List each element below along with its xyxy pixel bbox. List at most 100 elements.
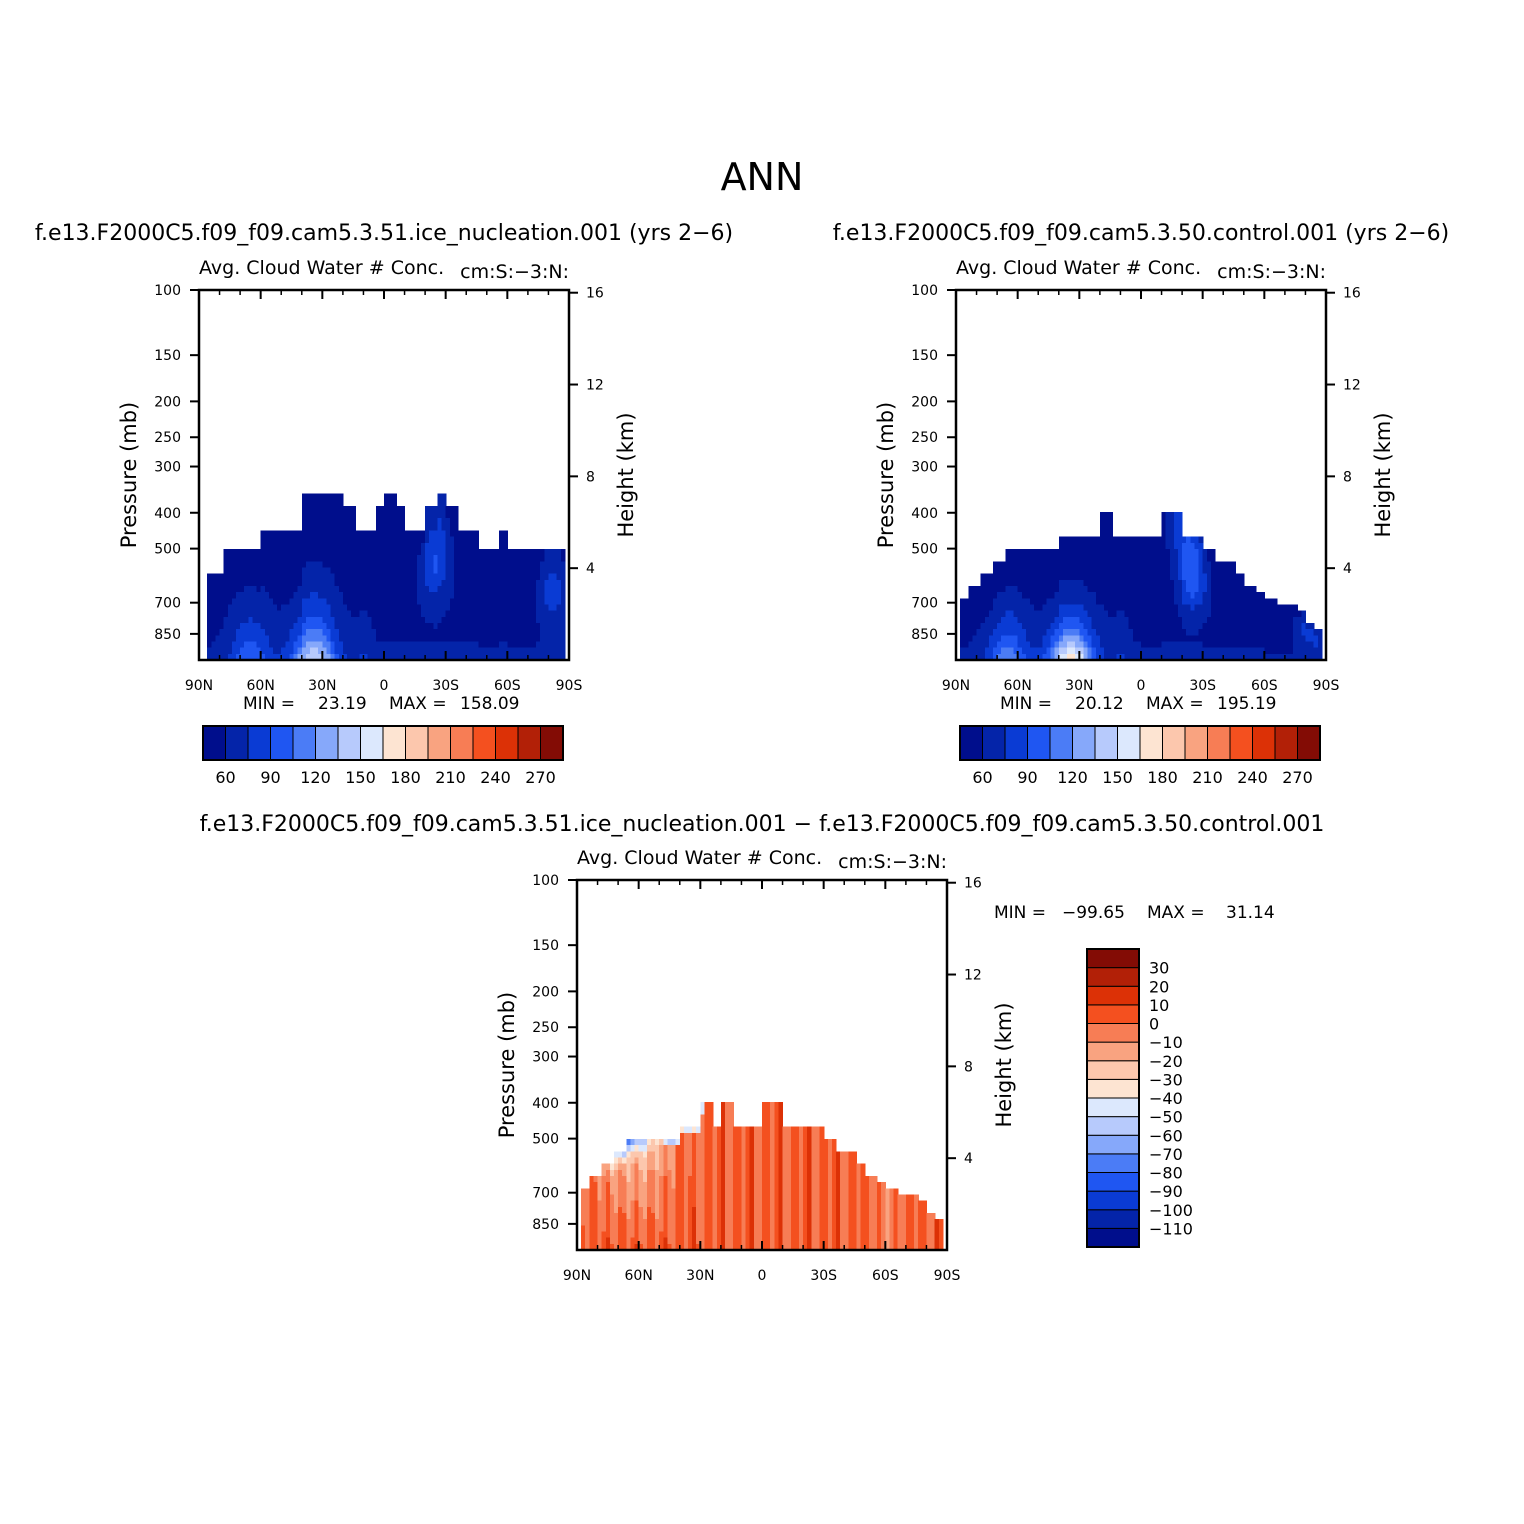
contour-cell (326, 573, 332, 581)
contour-cell (803, 1225, 808, 1233)
contour-cell (1005, 573, 1011, 581)
contour-cell (1186, 641, 1191, 649)
contour-cell (532, 604, 537, 612)
contour-cell (519, 616, 525, 624)
contour-cell (1194, 586, 1200, 593)
contour-cell (305, 555, 311, 562)
contour-cell (836, 1206, 841, 1214)
contour-cell (901, 1237, 907, 1245)
contour-cell (597, 1213, 603, 1220)
contour-cell (264, 530, 270, 538)
y-tick-label: 700 (911, 596, 938, 612)
contour-cell (827, 1237, 833, 1245)
contour-cell (638, 1151, 644, 1159)
contour-cell (745, 1219, 751, 1226)
contour-cell (605, 1200, 611, 1208)
contour-cell (868, 1206, 874, 1214)
contour-cell (400, 561, 406, 569)
contour-cell (1264, 623, 1270, 630)
contour-cell (1235, 579, 1241, 587)
contour-cell (527, 641, 533, 649)
contour-cell (1021, 573, 1027, 581)
contour-cell (355, 641, 360, 649)
contour-cell (314, 542, 319, 550)
contour-cell (831, 1169, 837, 1177)
contour-cell (310, 505, 315, 513)
contour-cell (630, 1225, 636, 1233)
contour-cell (1182, 647, 1187, 655)
contour-cell (593, 1225, 599, 1233)
contour-cell (836, 1243, 841, 1250)
contour-cell (708, 1157, 714, 1165)
contour-cell (515, 604, 521, 612)
contour-cell (786, 1169, 792, 1177)
contour-cell (474, 592, 480, 599)
contour-cell (223, 598, 229, 606)
contour-cell (1194, 542, 1200, 550)
y-tick-label: 500 (154, 542, 181, 558)
contour-cell (696, 1206, 701, 1214)
contour-cell (523, 635, 529, 643)
contour-cell (1116, 635, 1122, 643)
contour-cell (458, 573, 463, 581)
contour-cell (1071, 647, 1076, 655)
contour-cell (244, 549, 249, 556)
contour-cell (794, 1243, 800, 1250)
contour-cell (741, 1243, 747, 1250)
contour-cell (244, 567, 249, 575)
contour-cell (416, 653, 422, 660)
contour-cell (453, 616, 459, 624)
contour-cell (277, 586, 282, 593)
contour-cell (495, 561, 500, 569)
contour-cell (1301, 629, 1307, 636)
contour-cell (1071, 629, 1076, 636)
contour-cell (215, 647, 221, 655)
contour-cell (1227, 610, 1233, 618)
contour-cell (1112, 647, 1117, 655)
contour-cell (1112, 549, 1117, 556)
contour-cell (675, 1213, 681, 1220)
contour-cell (782, 1206, 788, 1214)
contour-cell (281, 555, 286, 562)
contour-cell (646, 1176, 652, 1183)
contour-cell (655, 1206, 660, 1214)
contour-cell (1067, 592, 1072, 599)
contour-cell (252, 623, 258, 630)
contour-cell (1210, 592, 1216, 599)
contour-cell (803, 1237, 808, 1245)
contour-cell (1108, 653, 1113, 660)
contour-cell (421, 592, 426, 599)
contour-cell (1260, 598, 1265, 606)
contour-cell (675, 1219, 681, 1226)
contour-cell (836, 1194, 841, 1202)
contour-cell (470, 604, 476, 612)
contour-cell (1161, 549, 1167, 556)
contour-cell (375, 653, 381, 660)
contour-cell (1058, 647, 1064, 655)
contour-cell (544, 641, 550, 649)
contour-cell (696, 1243, 701, 1250)
contour-cell (1219, 567, 1224, 575)
contour-cell (856, 1237, 862, 1245)
contour-cell (458, 647, 463, 655)
contour-cell (404, 623, 410, 630)
contour-cell (363, 561, 369, 569)
colorbar-swatch (1049, 725, 1073, 761)
contour-cell (1058, 641, 1064, 649)
contour-cell (1136, 610, 1142, 618)
contour-cell (1075, 561, 1080, 569)
contour-cell (470, 635, 476, 643)
contour-cell (593, 1188, 599, 1196)
contour-cell (474, 635, 480, 643)
contour-cell (310, 616, 315, 624)
contour-cell (240, 604, 245, 612)
contour-cell (1132, 579, 1138, 587)
contour-cell (449, 598, 455, 606)
contour-cell (1153, 604, 1159, 612)
colorbar-swatch (292, 725, 316, 761)
contour-cell (264, 573, 270, 581)
contour-cell (1050, 579, 1056, 587)
contour-cell (1013, 647, 1019, 655)
contour-cell (1141, 542, 1146, 550)
contour-cell (318, 616, 323, 624)
